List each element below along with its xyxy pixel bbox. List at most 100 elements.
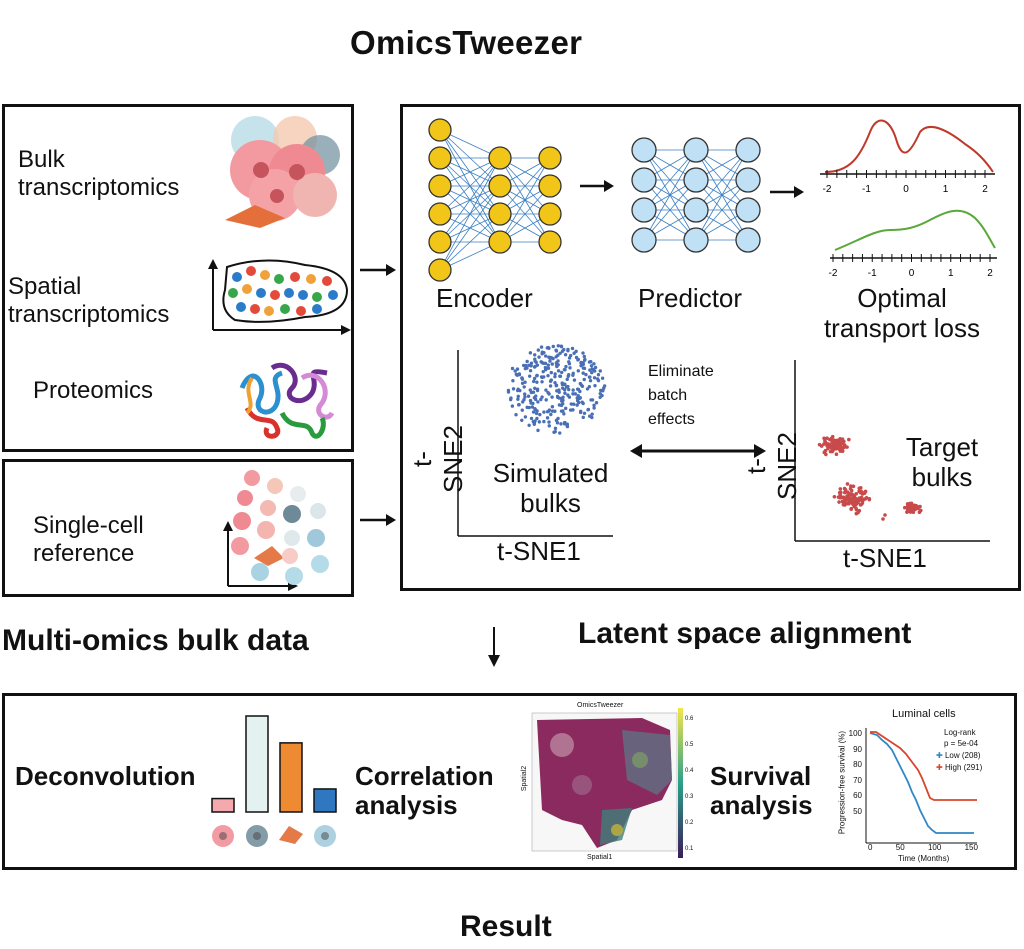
tsne-right-ylabel: t-SNE2 xyxy=(741,432,802,500)
tsne-left-point xyxy=(557,403,562,407)
tsne-right-scatter xyxy=(817,434,923,521)
tsne-left-point xyxy=(544,398,548,402)
tsne-left-point xyxy=(514,412,518,417)
tsne-left-point xyxy=(589,398,593,402)
tsne-left-point xyxy=(555,363,559,367)
ot-tick-label: -1 xyxy=(862,184,871,195)
tsne-left-point xyxy=(575,403,579,407)
tsne-left-point xyxy=(602,384,607,388)
deconvolution-bar xyxy=(313,788,337,813)
tsne-right-point xyxy=(841,495,845,500)
predictor-node xyxy=(735,227,761,253)
tsne-left-point xyxy=(590,412,594,416)
tsne-left-point xyxy=(559,422,563,426)
tsne-right-point xyxy=(817,442,822,447)
tsne-left-point xyxy=(579,360,584,365)
tsne-left-point xyxy=(537,355,541,359)
tsne-left-point xyxy=(520,377,525,381)
cell-nucleus-icon xyxy=(219,832,227,840)
tsne-left-point xyxy=(520,408,524,412)
predictor-to-loss-arrow xyxy=(770,186,804,198)
tsne-left-point xyxy=(557,396,561,400)
encoder-edge xyxy=(439,157,501,243)
tsne-left-point xyxy=(566,384,570,389)
encoder-node xyxy=(538,230,562,254)
tsne-left-ylabel: t-SNE2 xyxy=(407,425,468,493)
tsne-left-point xyxy=(532,376,537,381)
tsne-left-point xyxy=(546,363,550,367)
tsne-left-point xyxy=(553,409,557,413)
proteomics-label: Proteomics xyxy=(33,377,154,404)
tsne-right-point xyxy=(842,490,847,495)
predictor-node xyxy=(735,167,761,193)
tsne-left-point xyxy=(587,385,592,389)
page-title: OmicsTweezer xyxy=(350,24,583,61)
encoder-network xyxy=(428,118,562,282)
tsne-left-point xyxy=(523,395,527,399)
tsne-left-point xyxy=(586,407,591,412)
single-cell-icon xyxy=(223,470,329,591)
tsne-right-point xyxy=(862,491,867,495)
tsne-left-point xyxy=(522,385,526,389)
tsne-right-point xyxy=(849,488,854,493)
tsne-right-point xyxy=(909,501,914,506)
tsne-right-point xyxy=(902,505,907,510)
encoder-edge xyxy=(439,157,501,215)
tsne-left-point xyxy=(511,379,515,383)
deconvolution-label: Deconvolution xyxy=(15,761,196,791)
tsne-right-point xyxy=(835,446,839,450)
tsne-right-point xyxy=(867,496,872,501)
tsne-left-point xyxy=(589,364,594,368)
predictor-node xyxy=(683,227,709,253)
encoder-node xyxy=(428,118,452,142)
tsne-left-point xyxy=(533,419,537,423)
tsne-right-point xyxy=(851,484,856,489)
encoder-node xyxy=(428,174,452,198)
ot-curve-top xyxy=(824,119,994,173)
tsne-left-point xyxy=(529,361,534,365)
tsne-left-point xyxy=(537,420,542,424)
tsne-left-point xyxy=(539,375,544,379)
tsne-left-point xyxy=(532,396,537,400)
tsne-right-point xyxy=(845,445,849,449)
multi-omics-section-label: Multi-omics bulk data xyxy=(2,624,309,657)
tsne-right-point xyxy=(905,510,909,514)
tsne-left-point xyxy=(549,356,554,360)
predictor-node xyxy=(683,167,709,193)
tsne-left-point xyxy=(562,412,566,416)
tsne-left-point xyxy=(568,366,572,370)
tsne-left-point xyxy=(526,394,531,398)
tsne-left-point xyxy=(578,396,583,400)
tsne-right-point xyxy=(856,510,860,515)
tsne-left-point xyxy=(541,369,545,374)
tsne-left-point xyxy=(523,415,528,419)
tsne-right-point xyxy=(830,434,835,439)
tsne-left-point xyxy=(552,430,556,434)
tsne-left-point xyxy=(513,369,517,373)
tsne-left-point xyxy=(569,402,573,406)
tsne-left-point xyxy=(582,411,587,415)
tsne-left-point xyxy=(547,355,551,359)
tsne-left-point xyxy=(598,395,602,400)
tsne-left-point xyxy=(556,353,560,357)
tsne-left-point xyxy=(562,388,567,392)
encoder-node xyxy=(488,146,512,170)
encoder-label: Encoder xyxy=(436,283,533,313)
ot-distribution-bottom: -2 -1 0 1 2 xyxy=(829,209,997,279)
tsne-right-point xyxy=(834,439,839,444)
single-cell-reference-label: Single-cell reference xyxy=(33,512,144,567)
tsne-left-point xyxy=(542,419,546,424)
result-panel xyxy=(2,693,1017,870)
tsne-left-point xyxy=(563,420,567,425)
tsne-left-point xyxy=(570,346,575,351)
predictor-node xyxy=(631,137,657,163)
deconvolution-bar xyxy=(245,715,269,813)
tsne-left-point xyxy=(531,410,536,414)
batch-effects-label: Eliminate batch effects xyxy=(648,363,714,428)
tsne-left-point xyxy=(560,370,564,375)
tsne-right-point xyxy=(823,441,827,446)
spatial-dots-icon xyxy=(208,259,351,335)
tsne-left-point xyxy=(554,384,558,388)
tsne-right-point xyxy=(857,498,861,503)
deconvolution-bars xyxy=(211,715,337,847)
